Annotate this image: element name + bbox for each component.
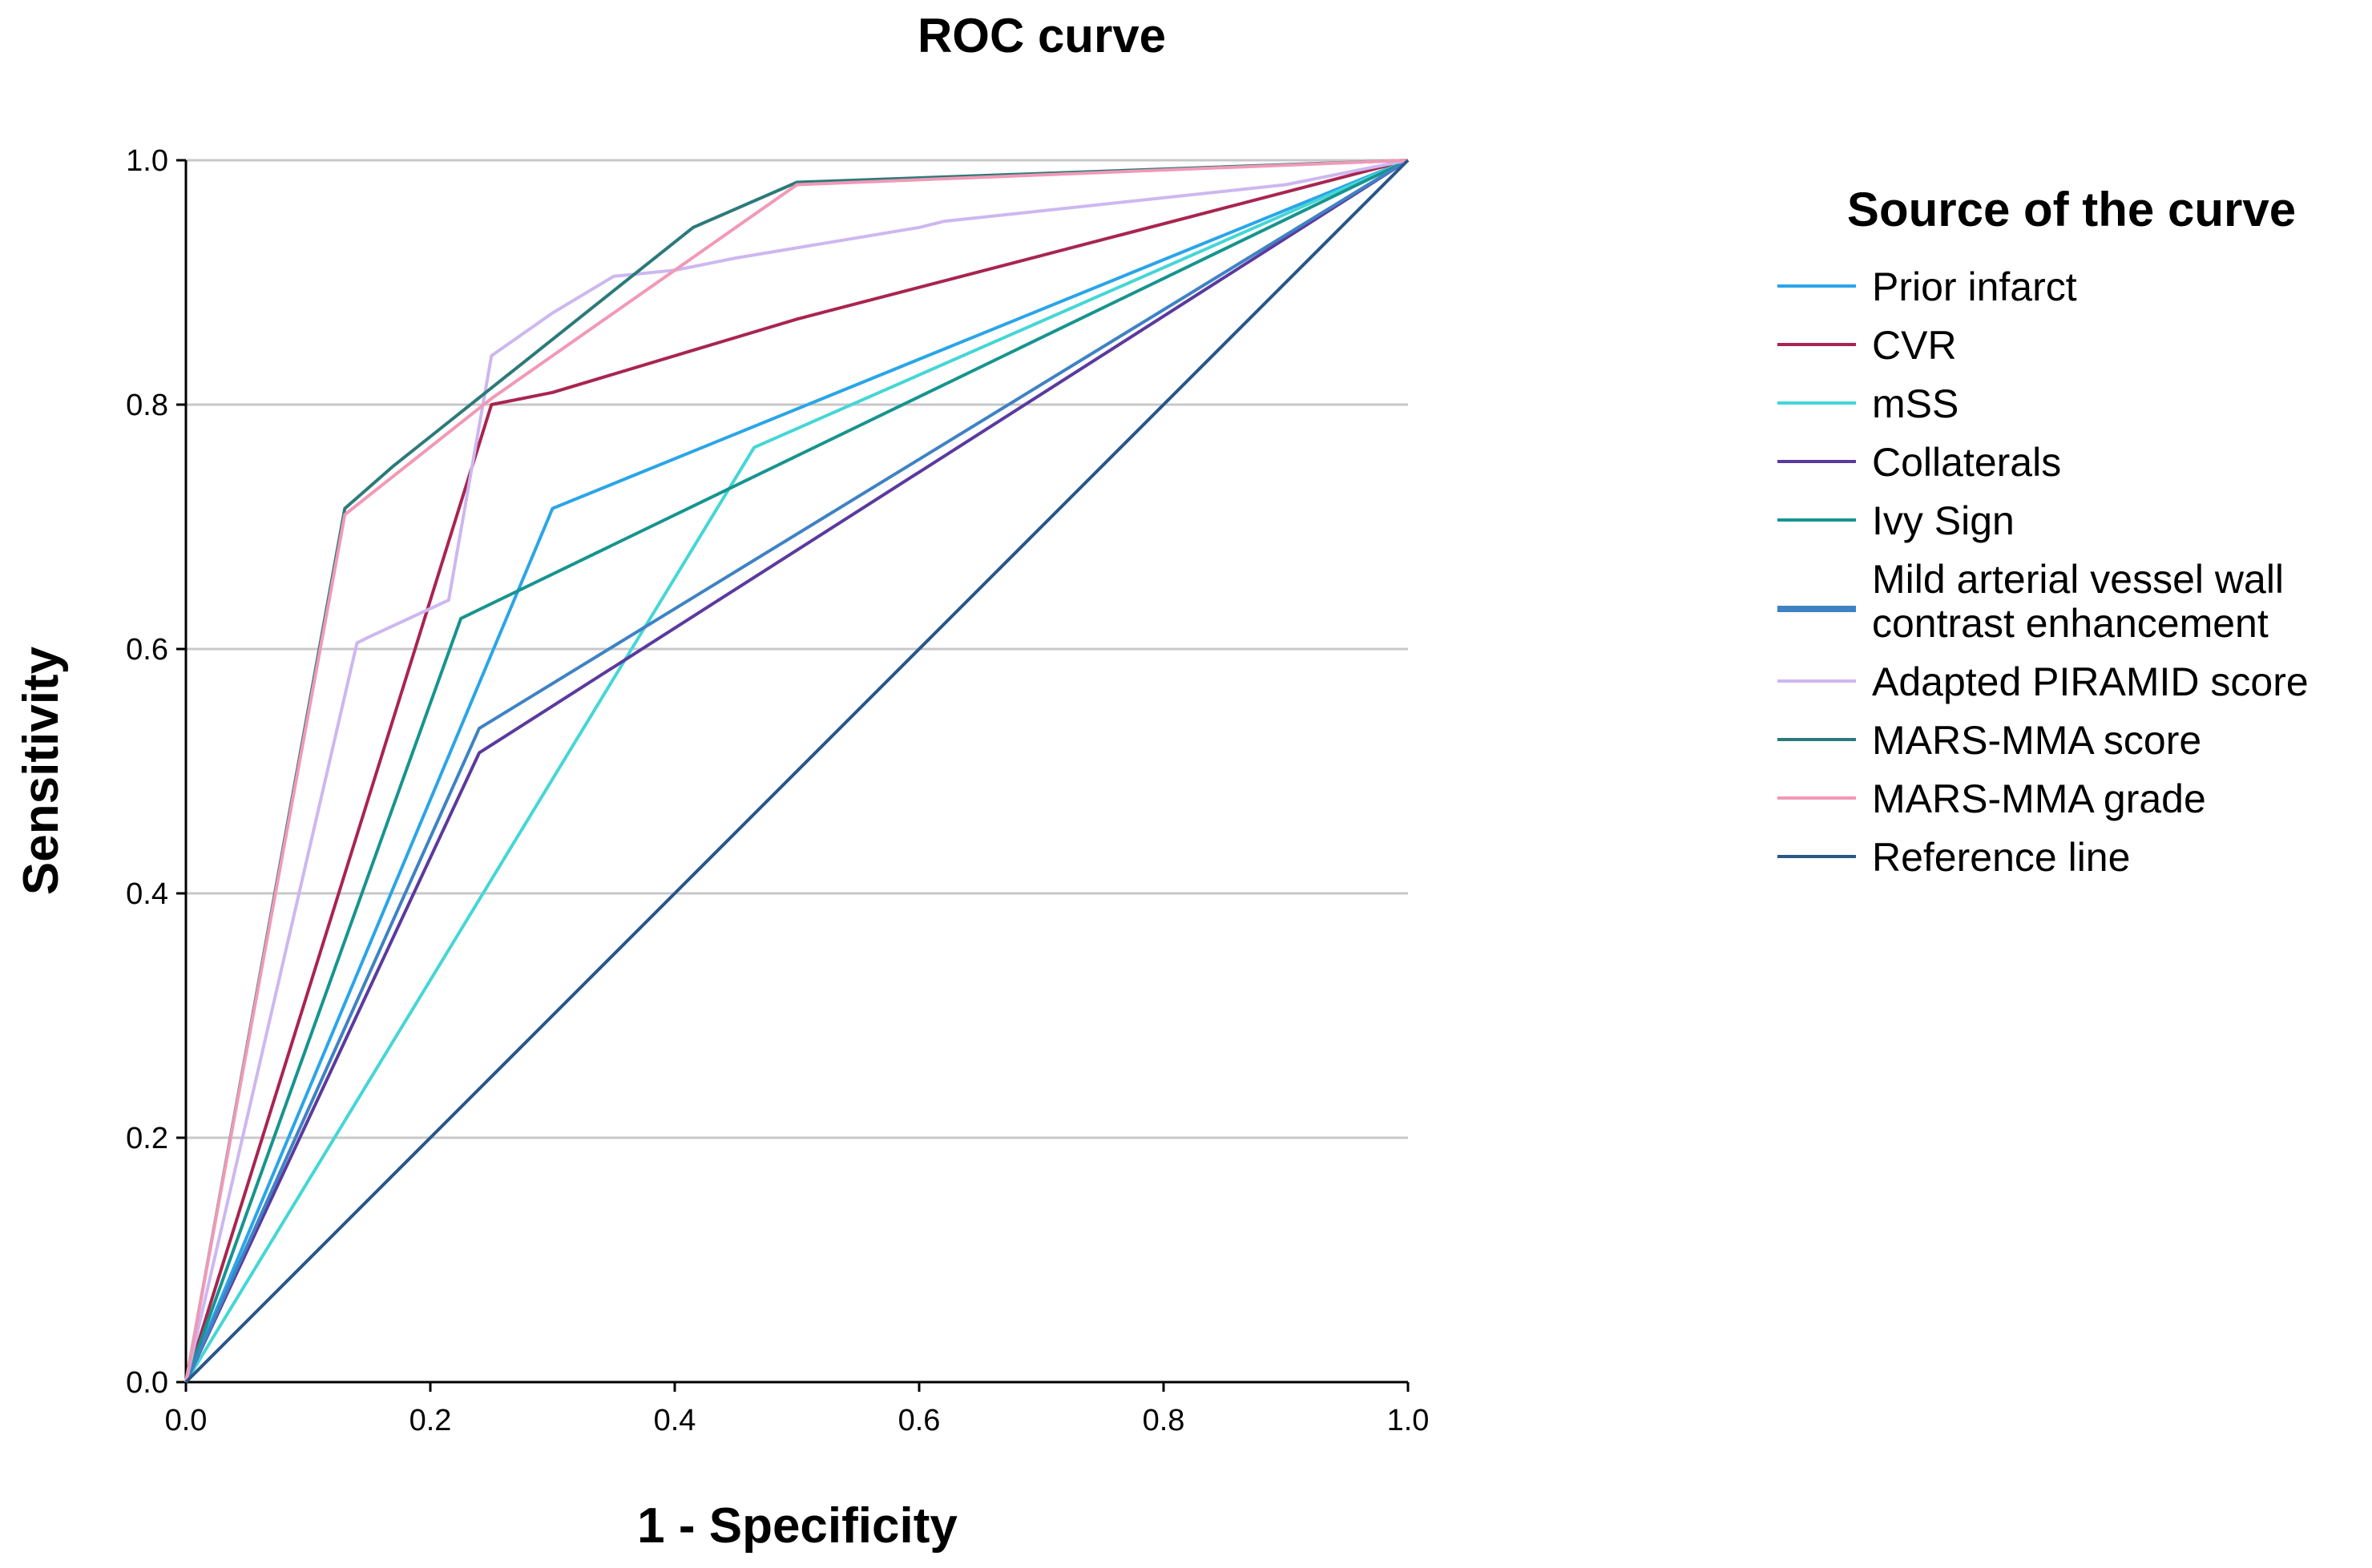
series-lines xyxy=(184,159,1410,1384)
x-ticks: 0.0 0.2 0.4 0.6 0.8 1.0 xyxy=(165,1382,1430,1437)
series-line-prior-infarct xyxy=(184,159,1409,1383)
legend-label-adapted-piramid-score: Adapted PIRAMID score xyxy=(1872,659,2309,704)
series-line-cvr xyxy=(184,159,1409,1383)
legend-label-mss: mSS xyxy=(1872,381,1959,426)
series-line-adapted-piramid-score xyxy=(184,159,1409,1383)
series-line-mars-mma-grade xyxy=(184,159,1409,1383)
y-tick-label: 0.4 xyxy=(126,877,168,911)
x-tick-label: 1.0 xyxy=(1387,1404,1430,1437)
x-tick-label: 0.2 xyxy=(409,1404,452,1437)
y-tick-label: 0.2 xyxy=(126,1122,168,1155)
legend: Prior infarct CVR mSS Collaterals Ivy Sign Mi… xyxy=(1777,264,2309,880)
legend-label-prior-infarct: Prior infarct xyxy=(1872,264,2077,309)
legend-label-ivy-sign: Ivy Sign xyxy=(1872,498,2015,543)
y-ticks: 0.0 0.2 0.4 0.6 0.8 1.0 xyxy=(126,144,186,1400)
x-axis-label: 1 - Specificity xyxy=(637,1498,958,1554)
legend-label-mild-arterial-vessel-wall-contrast-enhancement: Mild arterial vessel wall contrast enhanc… xyxy=(1872,557,2284,646)
y-tick-label: 0.8 xyxy=(126,389,168,422)
series-line-reference-line xyxy=(184,159,1410,1384)
series-line-collaterals xyxy=(184,159,1410,1383)
legend-label-mars-mma-score: MARS-MMA score xyxy=(1872,718,2201,763)
y-axis-label: Sensitivity xyxy=(14,646,69,895)
legend-label-cvr: CVR xyxy=(1872,323,1957,368)
series-line-mild-arterial-vessel-wall-contrast-enhancement xyxy=(184,159,1410,1383)
legend-title: Source of the curve xyxy=(1847,183,2296,236)
legend-label-reference-line: Reference line xyxy=(1872,835,2130,880)
x-tick-label: 0.8 xyxy=(1143,1404,1185,1437)
chart-title: ROC curve xyxy=(918,9,1166,62)
x-tick-label: 0.0 xyxy=(165,1404,208,1437)
axes xyxy=(184,160,1408,1384)
x-tick-label: 0.6 xyxy=(898,1404,941,1437)
legend-label-mars-mma-grade: MARS-MMA grade xyxy=(1872,776,2206,821)
y-tick-label: 0.6 xyxy=(126,633,168,667)
series-line-ivy-sign xyxy=(184,159,1409,1383)
y-tick-label: 0.0 xyxy=(126,1366,168,1400)
legend-label-collaterals: Collaterals xyxy=(1872,440,2061,485)
series-line-mss xyxy=(184,159,1409,1384)
y-tick-label: 1.0 xyxy=(126,144,168,178)
x-tick-label: 0.4 xyxy=(654,1404,696,1437)
